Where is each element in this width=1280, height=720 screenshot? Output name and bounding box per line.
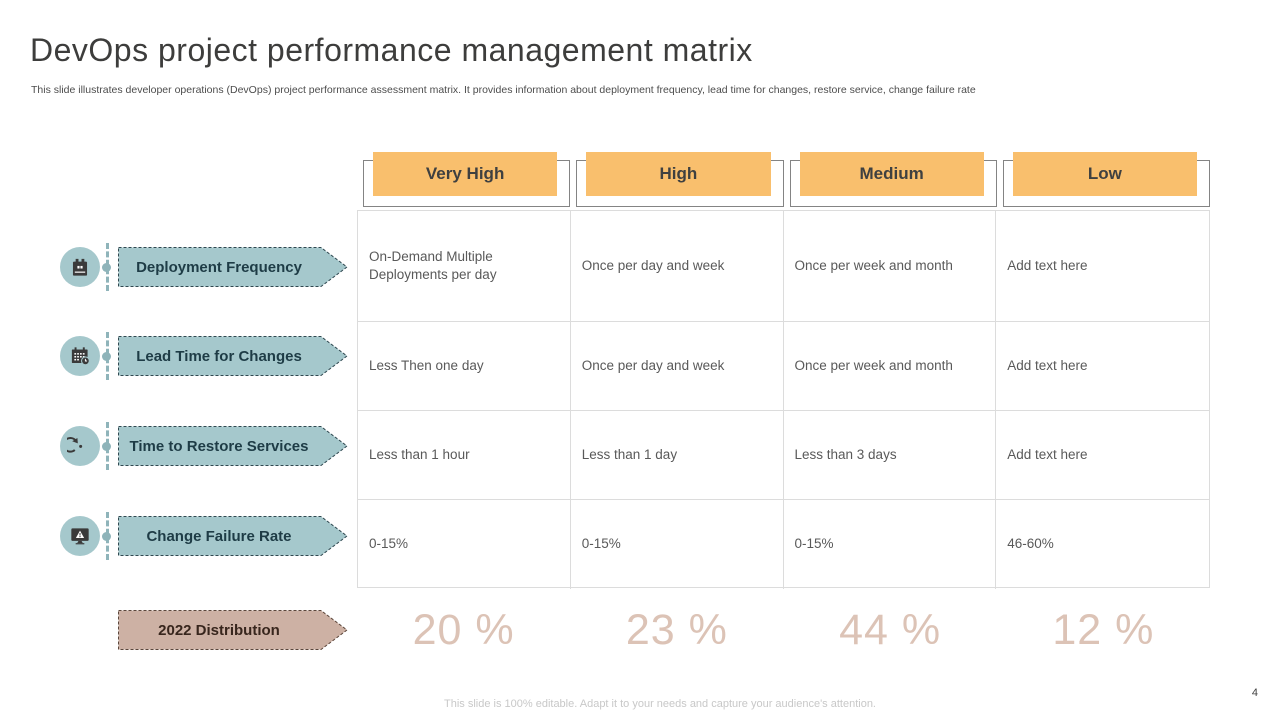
table-cell: Less than 1 day (570, 411, 784, 500)
table-cell: 46-60% (1007, 536, 1054, 552)
column-header-very-high: Very High (357, 152, 571, 210)
table-cell: 0-15% (358, 500, 571, 589)
arrow-shape (118, 426, 348, 466)
metric-label: Deployment Frequency (136, 258, 302, 276)
table-cell: 0-15% (571, 500, 784, 589)
distribution-row: 2022 Distribution (56, 606, 356, 654)
header-chip: High (586, 152, 771, 196)
row-label-change-failure-rate: Change Failure Rate (56, 512, 356, 560)
percent-value: 23 % (625, 605, 728, 654)
header-chip: Very High (373, 152, 558, 196)
header-chip: Low (1012, 152, 1197, 196)
icon-circle (60, 516, 100, 556)
row-label-restore-services: Time to Restore Services (56, 422, 356, 470)
calendar-clock-icon (71, 347, 90, 366)
table-cell: Add text here (996, 211, 1209, 322)
table-cell: 0-15% (784, 500, 997, 589)
connector-dot (102, 352, 111, 361)
restore-arrow-icon (67, 437, 83, 453)
arrow-shape (118, 610, 348, 650)
column-headers: Very High High Medium Low (357, 152, 1210, 210)
table-cell: Less than 3 days (783, 411, 997, 500)
row-label-deployment-frequency: Deployment Frequency (56, 243, 356, 291)
footer-note: This slide is 100% editable. Adapt it to… (444, 698, 876, 710)
percent-value: 12 % (1052, 605, 1155, 654)
table-cell: Once per week and month (783, 322, 997, 411)
metric-arrow: Deployment Frequency (118, 247, 348, 287)
page-number: 4 (1251, 687, 1258, 699)
table-cell: Once per day and week (570, 211, 784, 322)
connector-dot (102, 532, 111, 541)
table-cell: Once per week and month (783, 211, 997, 322)
row-label-lead-time: Lead Time for Changes (56, 332, 356, 380)
table-cell: Add text here (996, 411, 1209, 500)
connector-dot (102, 442, 111, 451)
deployment-package-icon (72, 258, 88, 276)
metric-label: Lead Time for Changes (136, 347, 302, 365)
distribution-arrow: 2022 Distribution (118, 610, 348, 650)
distribution-label: 2022 Distribution (158, 621, 280, 639)
matrix-table: On-Demand Multiple Deployments per day O… (357, 210, 1210, 589)
metric-label: Change Failure Rate (146, 527, 292, 545)
arrow-shape (118, 247, 348, 287)
icon-circle (60, 426, 100, 466)
connector-dot (102, 263, 111, 272)
arrow-shape (118, 516, 348, 556)
table-cell: Add text here (996, 322, 1209, 411)
icon-circle (60, 247, 100, 287)
metric-arrow: Change Failure Rate (118, 516, 348, 556)
distribution-values: 20 % 23 % 44 % 12 % (357, 601, 1210, 659)
column-header-low: Low (997, 152, 1210, 210)
metric-arrow: Time to Restore Services (118, 426, 348, 466)
monitor-warning-icon (71, 528, 89, 545)
table-cell: Once per day and week (570, 322, 784, 411)
table-cell: Less Then one day (358, 322, 571, 411)
percent-value: 44 % (839, 605, 942, 654)
metric-label: Time to Restore Services (129, 437, 309, 455)
icon-circle (60, 336, 100, 376)
header-chip: Medium (799, 152, 984, 196)
percent-value: 20 % (412, 605, 515, 654)
column-header-medium: Medium (784, 152, 997, 210)
arrow-shape (118, 336, 348, 376)
column-header-high: High (570, 152, 784, 210)
table-cell: On-Demand Multiple Deployments per day (358, 211, 571, 322)
slide-subtitle: This slide illustrates developer operati… (31, 84, 976, 96)
page-title: DevOps project performance management ma… (30, 32, 753, 68)
table-cell: Less than 1 hour (358, 411, 571, 500)
metric-arrow: Lead Time for Changes (118, 336, 348, 376)
